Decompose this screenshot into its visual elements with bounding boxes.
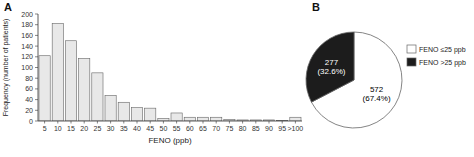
bars [39,24,301,121]
bar [145,108,156,121]
bar [105,95,116,121]
y-tick [35,88,38,89]
y-tick [35,14,38,15]
pie-label-line: 572 [370,85,384,94]
bar [79,58,90,121]
x-tick [71,121,72,124]
legend: FENO ≤25 ppb FENO >25 ppb [407,45,466,67]
pie-label-line: (32.6%) [317,67,345,76]
y-tick [35,110,38,111]
bar [171,113,182,121]
bar [290,117,301,121]
x-tick-label: 40 [133,125,141,132]
y-tick [35,121,38,122]
legend-label: FENO ≤25 ppb [419,46,466,54]
pie-slice [306,32,354,102]
y-tick [35,78,38,79]
y-tick [35,67,38,68]
x-tick-label: 55 [173,125,181,132]
x-tick-label: 5 [43,125,47,132]
x-tick-label: 80 [239,125,247,132]
bar [65,41,76,121]
y-tick-label: 180 [21,21,33,28]
y-tick-label: 160 [21,32,33,39]
x-tick-label: 35 [120,125,128,132]
x-tick-label: >100 [288,125,304,132]
pie-label-line: 277 [325,58,339,67]
x-tick-label: 15 [67,125,75,132]
bar-panel: 0 20 40 60 80 100 120 140 160 180 200 5 10 15 20 25 30 35… [2,1,303,145]
pie-label: 572(67.4%) [363,85,391,103]
y-tick [35,46,38,47]
x-tick [150,121,151,124]
y-tick-label: 20 [25,107,33,114]
x-tick [176,121,177,124]
x-tick [97,121,98,124]
x-axis-label: FENO (ppb) [148,136,191,145]
x-tick-label: 75 [226,125,234,132]
bar [184,117,195,121]
x-tick [216,121,217,124]
x-tick [282,121,283,124]
x-tick [57,121,58,124]
pie-panel: 572(67.4%) 277(32.6%) FENO ≤25 ppb FENO >25… [306,1,466,128]
panel-title: B [312,1,320,13]
x-tick-label: 10 [54,125,62,132]
x-tick [123,121,124,124]
bar [197,117,208,121]
legend-swatch [407,45,416,53]
x-tick [110,121,111,124]
panel-title: A [4,1,12,13]
x-tick [203,121,204,124]
x-tick [44,121,45,124]
x-tick-label: 20 [80,125,88,132]
y-tick-label: 100 [21,64,33,71]
y-tick [35,99,38,100]
x-tick-label: 65 [199,125,207,132]
y-tick-label: 140 [21,43,33,50]
bar [131,108,142,121]
x-axis-line [38,121,302,122]
y-tick-label: 40 [25,96,33,103]
x-tick-label: 50 [160,125,168,132]
x-tick [242,121,243,124]
x-tick [255,121,256,124]
x-tick [295,121,296,124]
bar [92,73,103,121]
x-tick-label: 95 [278,125,286,132]
pie-label-line: (67.4%) [363,94,391,103]
y-tick-label: 60 [25,85,33,92]
x-tick-label: 90 [265,125,273,132]
bar [39,56,50,121]
x-tick-label: 60 [186,125,194,132]
x-tick [137,121,138,124]
x-tick-label: 25 [94,125,102,132]
y-tick-label: 200 [21,11,33,18]
y-tick [35,24,38,25]
y-tick [35,56,38,57]
pie-label: 277(32.6%) [317,58,345,76]
x-tick [163,121,164,124]
bar [211,117,222,121]
y-tick-label: 0 [29,118,33,125]
x-tick-label: 70 [212,125,220,132]
bar [52,24,63,121]
x-tick [189,121,190,124]
legend-label: FENO >25 ppb [419,59,466,67]
y-tick-label: 80 [25,75,33,82]
chart-root: 0 20 40 60 80 100 120 140 160 180 200 5 10 15 20 25 30 35… [0,0,474,157]
x-tick-label: 30 [107,125,115,132]
y-axis-label: Frequency (number of patients) [2,19,10,117]
x-tick-label: 85 [252,125,260,132]
x-tick [84,121,85,124]
x-tick [269,121,270,124]
x-tick [229,121,230,124]
y-tick [35,35,38,36]
legend-swatch [407,58,416,66]
bar [158,118,169,121]
y-tick-label: 120 [21,53,33,60]
background [0,0,474,157]
bar [118,102,129,121]
x-tick-label: 45 [146,125,154,132]
